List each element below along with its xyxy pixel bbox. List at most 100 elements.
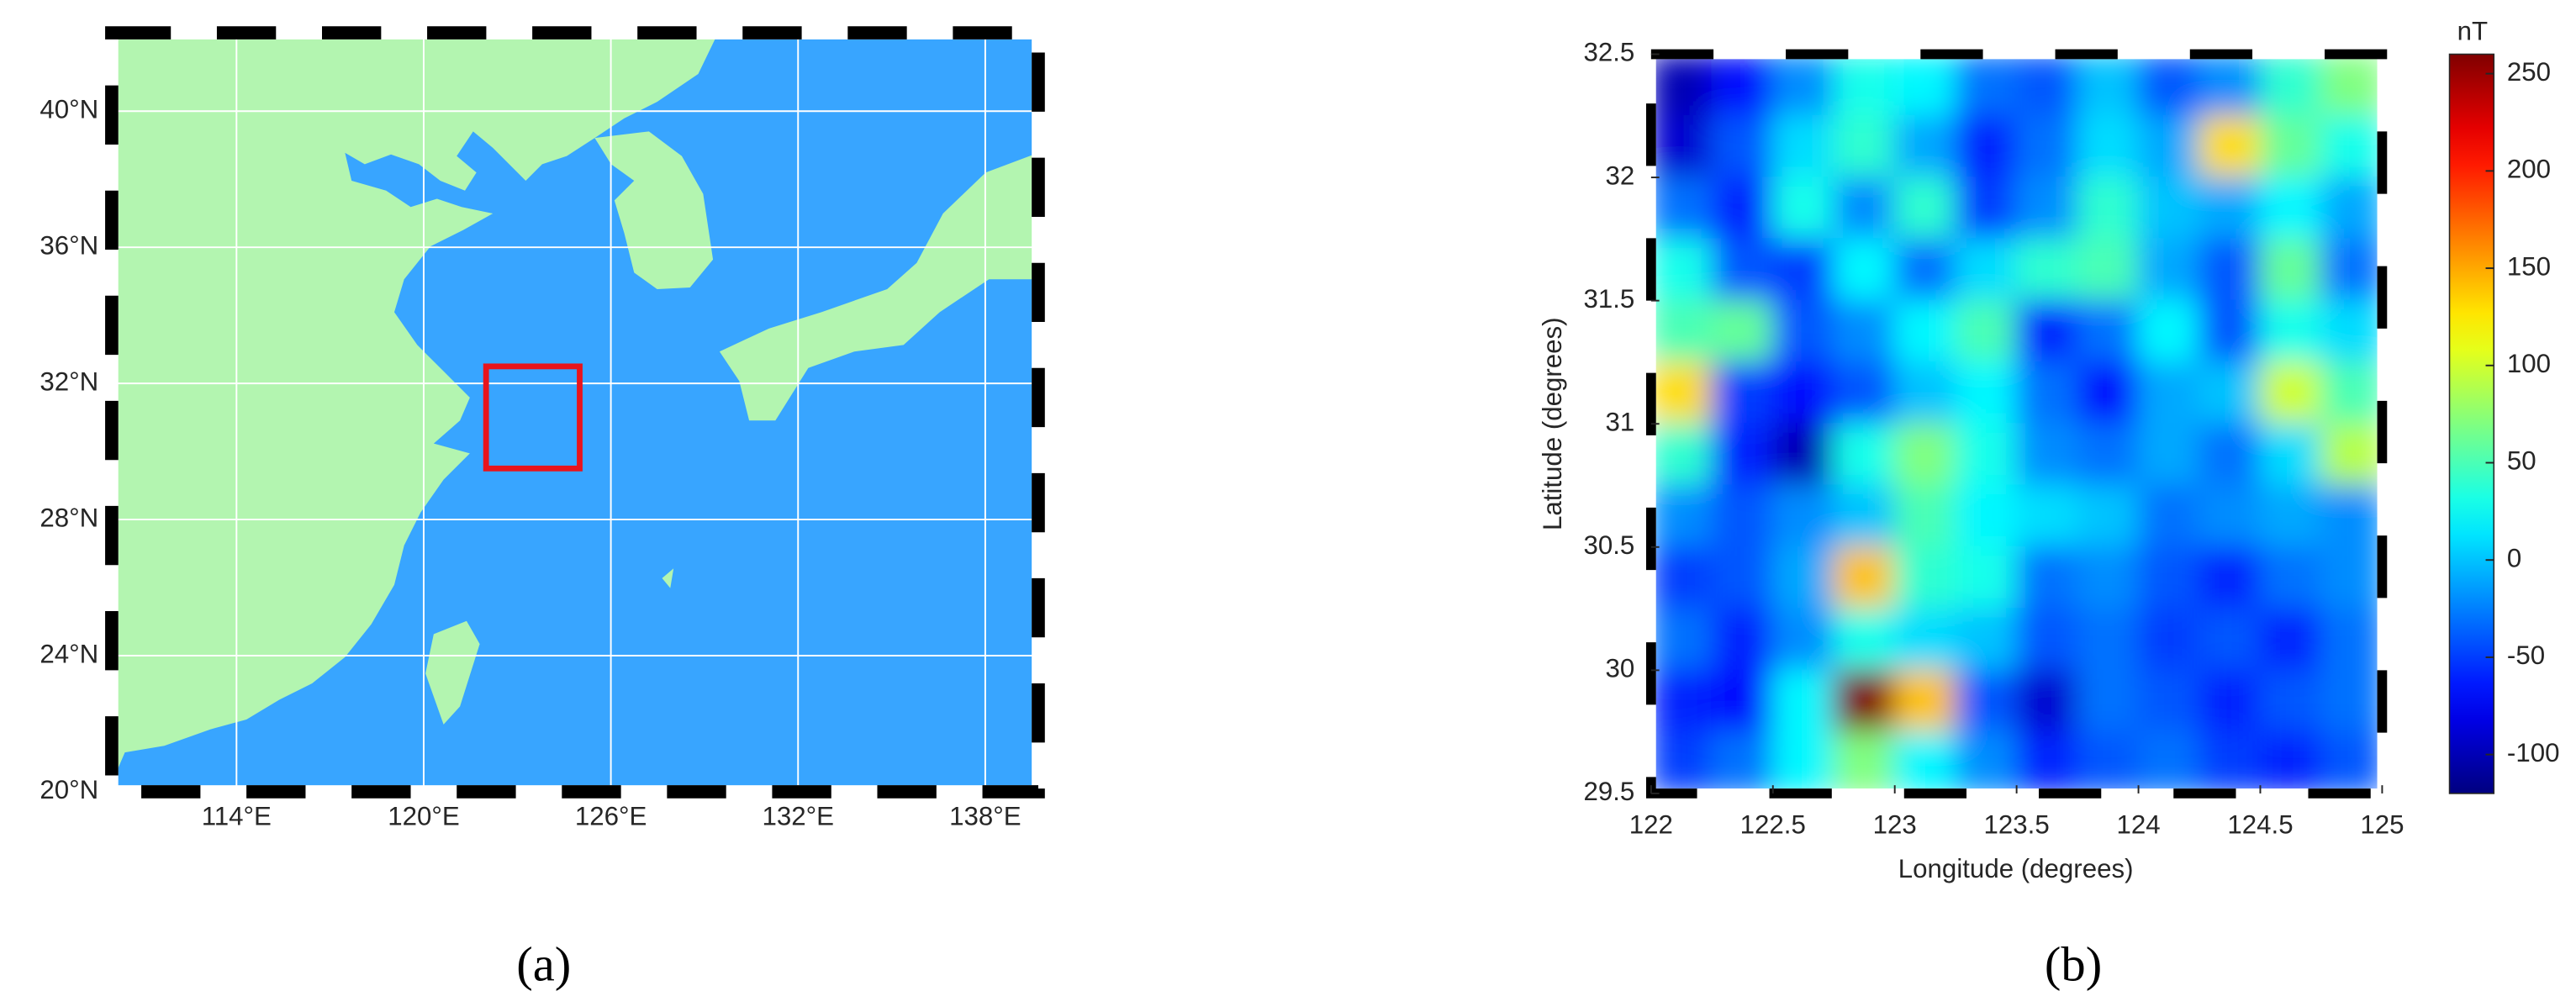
heatmap-cell xyxy=(1893,423,1957,487)
heatmap-cell xyxy=(1771,730,1835,793)
heatmap-cell xyxy=(2320,177,2383,240)
heatmap-cell xyxy=(2199,238,2262,302)
heatmap-cell xyxy=(2137,177,2201,240)
heatmap-cell xyxy=(1833,177,1896,240)
heatmap-cell xyxy=(2199,484,2262,548)
heatmap-cell xyxy=(1955,238,2018,302)
heatmap-cell xyxy=(2137,54,2201,117)
heatmap-cell xyxy=(2015,669,2079,733)
heatmap-cell xyxy=(2259,54,2322,117)
heatmap-cell xyxy=(1650,177,1713,240)
heatmap-cell xyxy=(1711,54,1774,117)
heatmap-cell xyxy=(2137,669,2201,733)
heatmap-cell xyxy=(2015,114,2079,179)
heatmap-cell xyxy=(2137,730,2201,793)
heatmap-cell xyxy=(2077,114,2140,179)
heatmap-cell xyxy=(1833,238,1896,302)
heatmap-cell xyxy=(1650,669,1713,733)
heatmap-cell xyxy=(1833,546,1896,610)
heatmap-cell xyxy=(2077,54,2140,117)
colorbar-tick-label: 0 xyxy=(2507,543,2521,572)
heatmap-cell xyxy=(1771,54,1835,117)
heatmap-cell xyxy=(1955,730,2018,793)
heatmap-cell xyxy=(1955,299,2018,363)
x-tick-label: 120°E xyxy=(388,802,459,831)
colorbar-tick-label: 100 xyxy=(2507,349,2551,378)
heatmap-cell xyxy=(1711,238,1774,302)
heatmap-cell xyxy=(1650,546,1713,610)
heatmap-cell xyxy=(2259,238,2322,302)
x-tick-label: 114°E xyxy=(202,802,272,831)
colorbar-label: nT xyxy=(2457,16,2488,45)
x-tick-label: 126°E xyxy=(575,802,647,831)
heatmap-cell xyxy=(2137,238,2201,302)
x-tick-label: 138°E xyxy=(949,802,1021,831)
colorbar-tick-label: -50 xyxy=(2507,641,2545,670)
heatmap-cell xyxy=(2259,423,2322,487)
heatmap-cell xyxy=(2320,669,2383,733)
heatmap-cell xyxy=(1711,608,1774,672)
heatmap-cell xyxy=(1893,114,1957,179)
heatmap-cell xyxy=(2077,423,2140,487)
heatmap-cell xyxy=(1893,238,1957,302)
heatmap-cell xyxy=(2199,730,2262,793)
x-tick-label: 124.5 xyxy=(2227,809,2293,839)
heatmap-cell xyxy=(2137,423,2201,487)
heatmap-cell xyxy=(2259,546,2322,610)
colorbar-tick-label: 150 xyxy=(2507,251,2551,281)
colorbar-tick-label: -100 xyxy=(2507,738,2560,767)
land-mass xyxy=(111,33,719,782)
heatmap-cell xyxy=(1711,730,1774,793)
x-tick-label: 125 xyxy=(2360,809,2404,839)
heatmap-cell xyxy=(2077,730,2140,793)
heatmap-cell xyxy=(1833,484,1896,548)
heatmap-cell xyxy=(1771,114,1835,179)
y-tick-label: 28°N xyxy=(40,503,98,532)
heatmap-cell xyxy=(1711,114,1774,179)
heatmap-cell xyxy=(2077,669,2140,733)
heatmap-cell xyxy=(1711,484,1774,548)
heatmap-cell xyxy=(1893,54,1957,117)
heatmap-cell xyxy=(2259,484,2322,548)
land-mass xyxy=(662,568,674,588)
heatmap-cell xyxy=(2015,238,2079,302)
heatmap-cell xyxy=(2259,361,2322,425)
heatmap-cell xyxy=(1955,54,2018,117)
heatmap-cell xyxy=(1650,238,1713,302)
heatmap-cell xyxy=(1833,299,1896,363)
heatmap-cell xyxy=(1955,177,2018,240)
heatmap-cell xyxy=(2137,484,2201,548)
heatmap-cell xyxy=(2137,546,2201,610)
heatmap-cell xyxy=(2320,730,2383,793)
y-tick-label: 30 xyxy=(1606,654,1635,683)
heatmap-cell xyxy=(2015,608,2079,672)
colorbar-tick-label: 50 xyxy=(2507,446,2536,476)
heatmap-cell xyxy=(2199,361,2262,425)
y-axis-label: Latitude (degrees) xyxy=(1538,317,1567,530)
heatmap-cell xyxy=(2077,608,2140,672)
heatmap-cell xyxy=(2320,114,2383,179)
study-region xyxy=(483,363,583,472)
heatmap-cell xyxy=(2259,114,2322,179)
x-tick-label: 123 xyxy=(1873,809,1917,839)
heatmap-cell xyxy=(1771,484,1835,548)
heatmap-cell xyxy=(1650,361,1713,425)
heatmap-cell xyxy=(2320,484,2383,548)
land-mass xyxy=(425,620,480,725)
land-mass xyxy=(719,152,1038,421)
heatmap-cell xyxy=(1711,546,1774,610)
x-tick-label: 122 xyxy=(1629,809,1673,839)
y-tick-label: 31.5 xyxy=(1583,284,1634,314)
heatmap-cell xyxy=(1833,730,1896,793)
heatmap-cell xyxy=(2199,546,2262,610)
caption: (a) xyxy=(516,937,571,992)
heatmap-cell xyxy=(1893,730,1957,793)
heatmap-cell xyxy=(1833,361,1896,425)
heatmap-cell xyxy=(2259,730,2322,793)
heatmap-cell xyxy=(1955,361,2018,425)
heatmap-cell xyxy=(1650,423,1713,487)
heatmap-cell xyxy=(2137,299,2201,363)
heatmap-cell xyxy=(1771,238,1835,302)
